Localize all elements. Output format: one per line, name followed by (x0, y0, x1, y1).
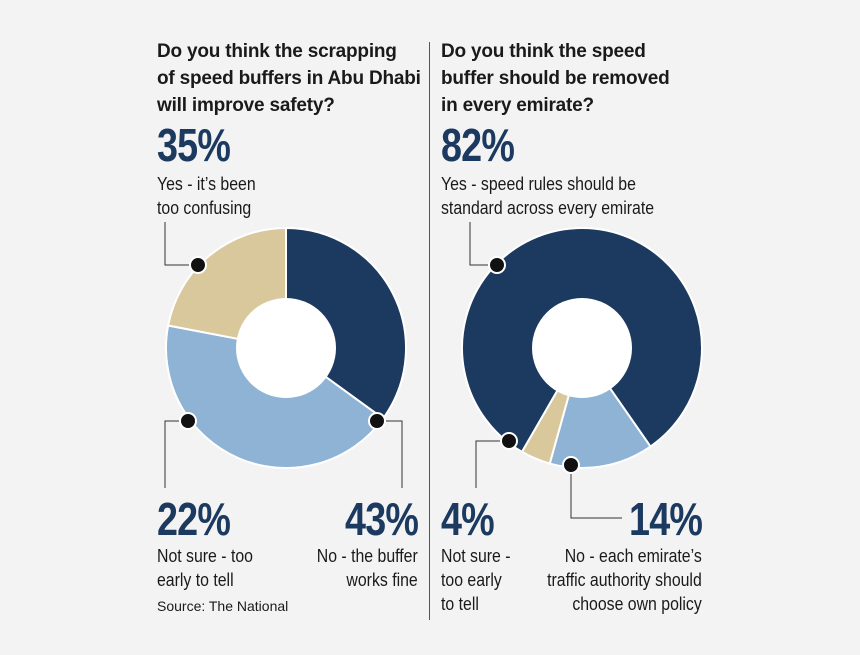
right-notsure-label: Not sure - too early to tell (441, 546, 511, 614)
left-notsure-label: Not sure - too early to tell (157, 546, 253, 590)
right-no-label: No - each emirate’s traffic authority sh… (547, 546, 702, 614)
left-notsure-percent: 22% (157, 493, 231, 545)
source-credit: Source: The National (157, 598, 289, 614)
chart2-callout-dot-3 (500, 432, 518, 450)
right-yes-percent: 82% (441, 119, 515, 171)
chart2-leader-line-3 (475, 440, 509, 488)
left-yes-label: Yes - it’s been too confusing (157, 174, 256, 218)
right-no-percent: 14% (628, 493, 703, 545)
chart1-callout-dot-2 (368, 412, 386, 430)
chart1-slice-2 (165, 324, 385, 469)
chart1-leader-line-2 (377, 420, 403, 488)
chart1-donut-hole (236, 298, 336, 398)
panel-divider (429, 42, 430, 620)
chart2-leader-line-2 (570, 465, 622, 519)
right-yes-label: Yes - speed rules should be standard acr… (441, 174, 655, 218)
chart1-callout-dot-1 (189, 256, 207, 274)
left-yes-percent: 35% (157, 119, 231, 171)
right-notsure-percent: 4% (441, 493, 495, 545)
chart1-callout-dot-3 (179, 412, 197, 430)
left-no-label: No - the buffer works fine (317, 546, 418, 590)
chart1-leader-line-1 (164, 222, 198, 266)
chart1-leader-line-3 (164, 420, 188, 488)
right-question: Do you think the speed buffer should be … (441, 41, 670, 116)
chart2-callout-dot-2 (562, 456, 580, 474)
chart1-slice-1 (285, 227, 407, 420)
left-no-percent: 43% (344, 493, 419, 545)
chart2-donut-hole (532, 298, 632, 398)
left-question: Do you think the scrapping of speed buff… (157, 41, 421, 116)
chart2-callout-dot-1 (488, 256, 506, 274)
